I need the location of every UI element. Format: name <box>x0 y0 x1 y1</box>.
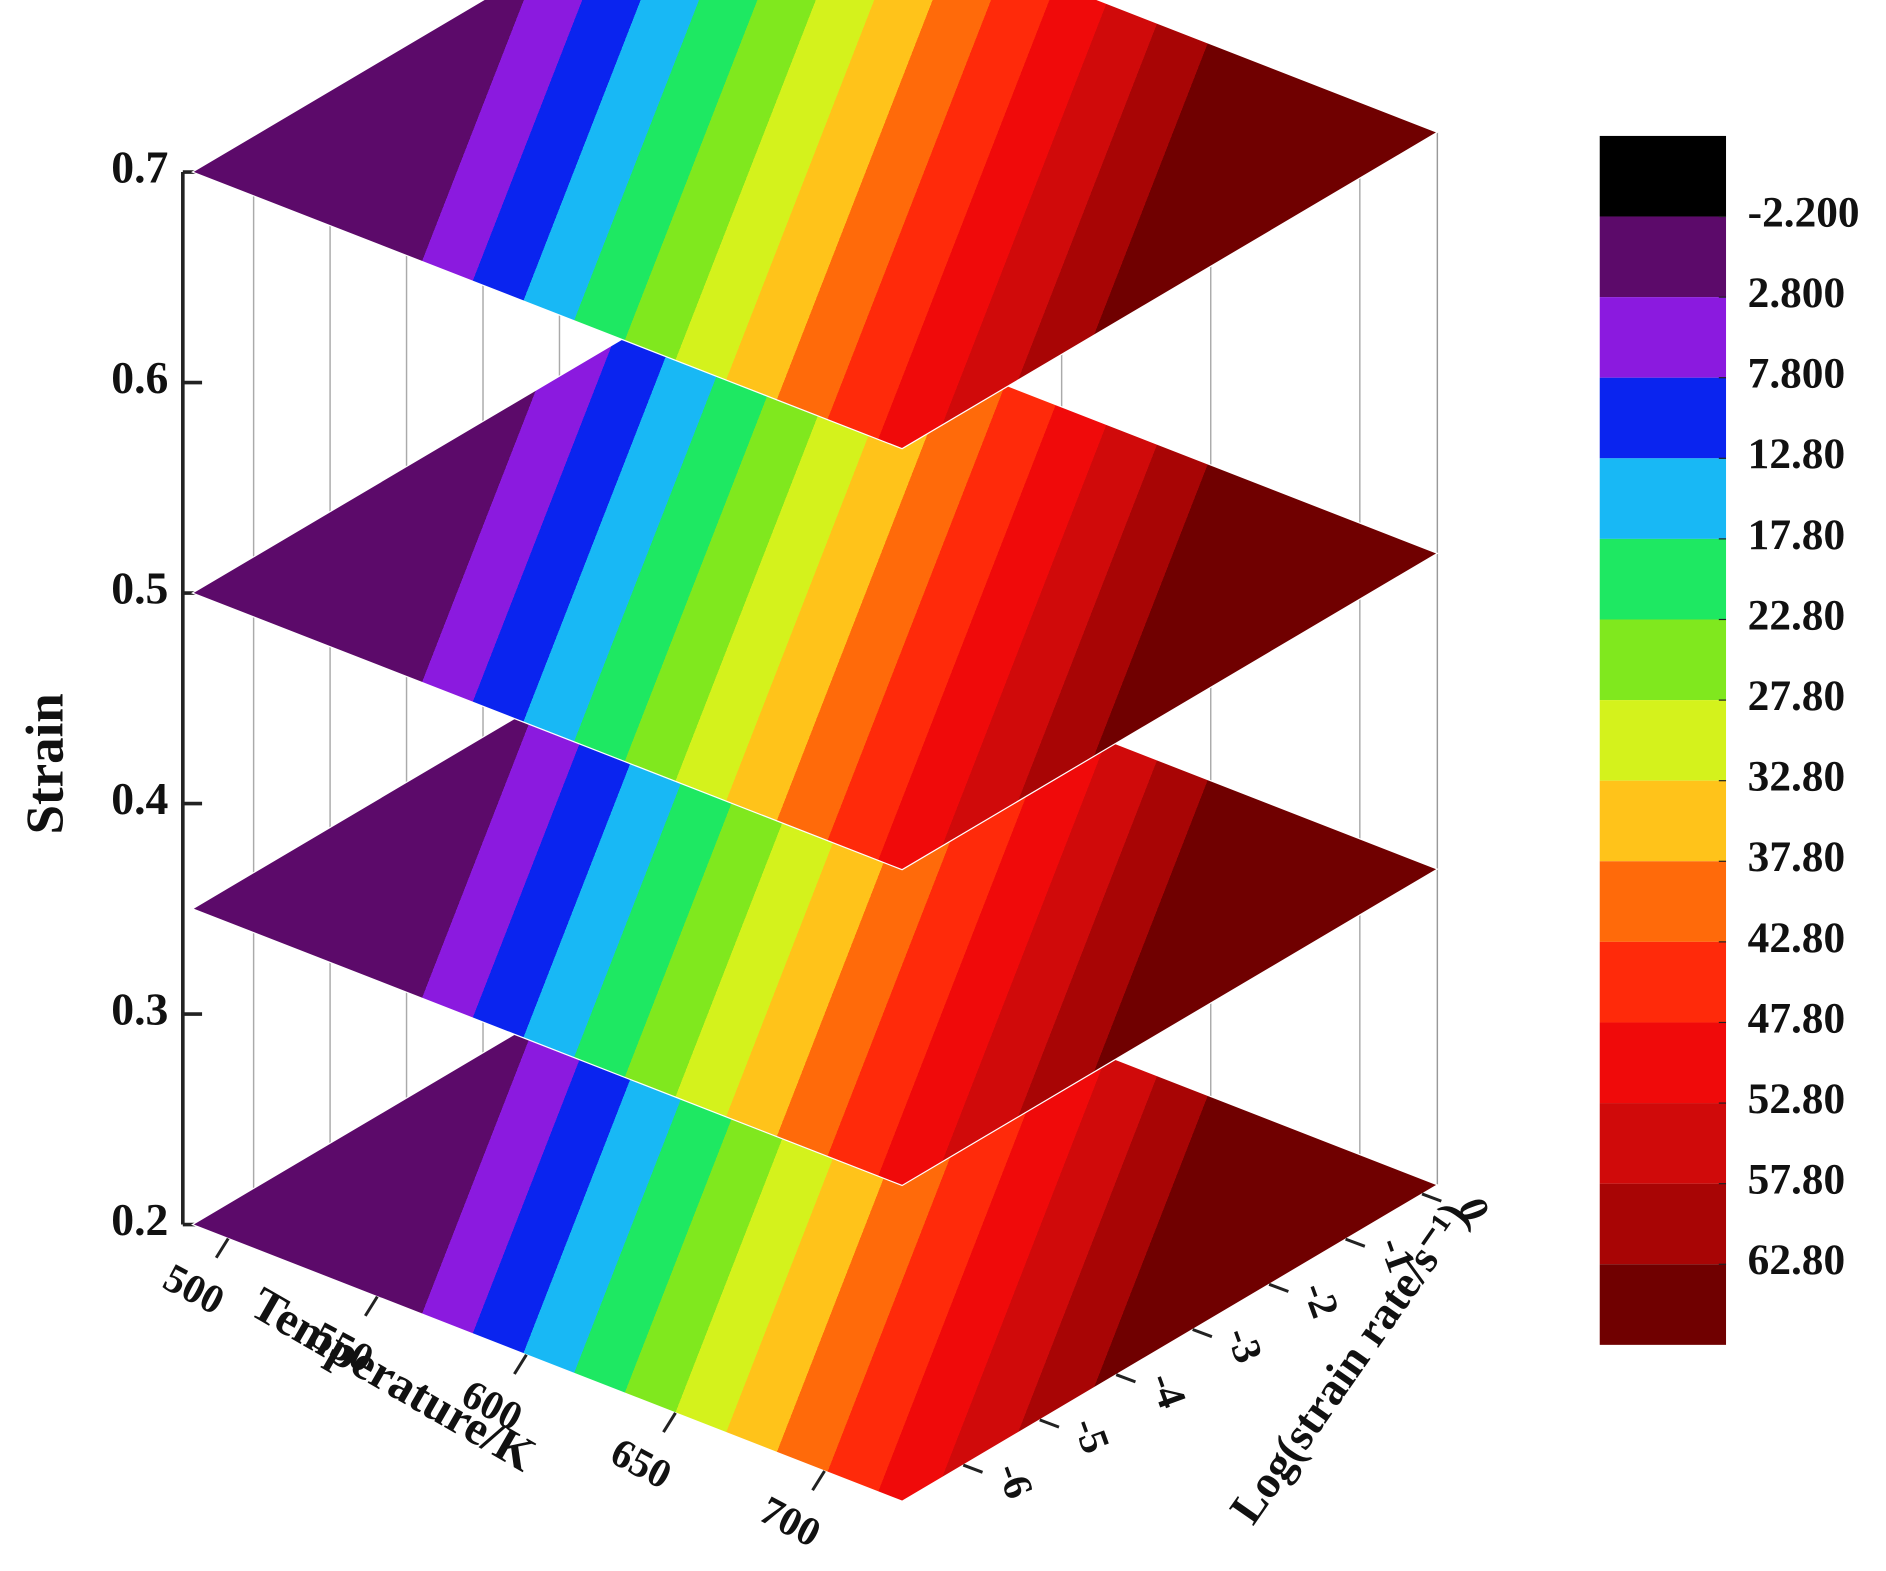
z-axis-title: Strain <box>17 693 75 834</box>
colorbar-label: 57.80 <box>1748 1156 1845 1204</box>
z-tick-label: 0.2 <box>111 1194 168 1245</box>
z-tick-label: 0.5 <box>111 563 168 614</box>
y-tick <box>1421 1192 1442 1203</box>
x-tick <box>513 1353 528 1375</box>
colorbar-label: 12.80 <box>1748 430 1845 478</box>
contour-slice <box>191 0 1439 450</box>
x-tick <box>811 1470 826 1492</box>
y-tick-label: -5 <box>1065 1412 1119 1459</box>
z-tick-label: 0.7 <box>111 141 168 192</box>
y-tick <box>1192 1328 1213 1339</box>
y-tick <box>962 1463 984 1474</box>
y-tick <box>1115 1373 1136 1384</box>
y-tick-label: -4 <box>1141 1366 1195 1413</box>
colorbar-label: 2.800 <box>1748 269 1845 317</box>
colorbar-band <box>1599 1103 1727 1184</box>
y-tick <box>1268 1282 1289 1293</box>
colorbar-label: 17.80 <box>1748 511 1845 559</box>
colorbar-band <box>1599 297 1727 378</box>
colorbar-label: -2.200 <box>1748 188 1860 236</box>
colorbar-band <box>1599 377 1727 459</box>
colorbar-band <box>1599 1022 1727 1104</box>
colorbar-label: 32.80 <box>1748 753 1845 801</box>
colorbar-band <box>1599 861 1727 942</box>
colorbar-band <box>1599 538 1727 620</box>
colorbar-band <box>1599 1183 1727 1265</box>
colorbar-label: 52.80 <box>1748 1075 1845 1123</box>
colorbar-band <box>1599 216 1727 298</box>
colorbar-label: 62.80 <box>1748 1236 1845 1284</box>
colorbar-label: 37.80 <box>1748 833 1845 881</box>
colorbar-label: 47.80 <box>1748 994 1845 1042</box>
colorbar-band <box>1599 1264 1727 1345</box>
x-tick-label: 700 <box>753 1487 828 1556</box>
z-tick-label: 0.6 <box>111 352 168 403</box>
colorbar-band <box>1599 941 1727 1023</box>
x-tick <box>364 1295 379 1317</box>
y-tick-label: -2 <box>1294 1276 1348 1323</box>
colorbar-band <box>1599 700 1727 781</box>
x-tick <box>214 1237 230 1259</box>
colorbar-label: 7.800 <box>1748 350 1845 398</box>
contour-slice <box>191 276 1439 871</box>
colorbar-label: 27.80 <box>1748 672 1845 720</box>
colorbar-band <box>1599 780 1727 862</box>
y-tick-label: -3 <box>1218 1321 1272 1368</box>
z-tick-label: 0.3 <box>111 984 168 1035</box>
x-tick-label: 500 <box>156 1255 231 1324</box>
y-tick <box>1039 1418 1060 1429</box>
z-tick-label: 0.4 <box>111 773 168 824</box>
colorbar-band <box>1599 458 1727 539</box>
colorbar-label: 42.80 <box>1748 914 1845 962</box>
colorbar-band <box>1599 619 1727 701</box>
colorbar-band <box>1599 135 1727 217</box>
y-tick-label: -6 <box>988 1457 1042 1504</box>
y-tick <box>1345 1237 1366 1248</box>
x-tick-label: 650 <box>604 1429 679 1498</box>
x-tick <box>662 1412 677 1433</box>
colorbar-label: 22.80 <box>1748 591 1845 639</box>
